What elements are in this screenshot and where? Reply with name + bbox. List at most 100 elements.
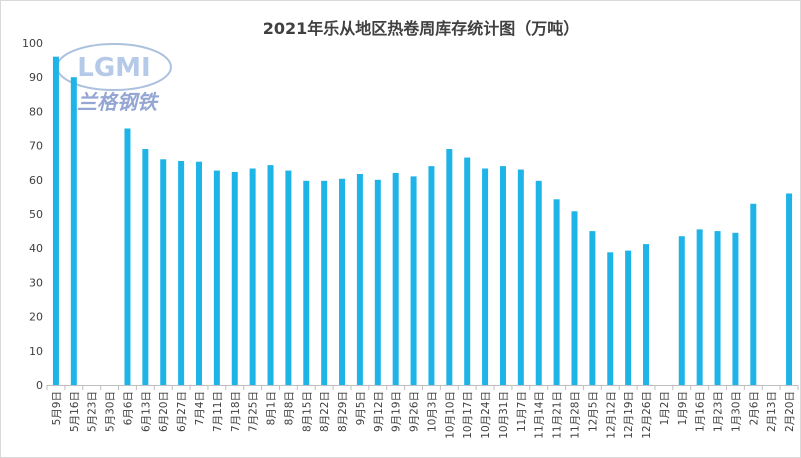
bar	[499, 166, 506, 385]
bar	[643, 244, 650, 385]
bar	[446, 149, 453, 385]
bar	[231, 171, 238, 385]
bar	[571, 211, 578, 385]
x-tick-label: 5月23日	[87, 391, 99, 432]
x-tick-label: 10月24日	[480, 391, 492, 439]
x-tick-label: 1月23日	[713, 391, 725, 432]
bar-series	[52, 56, 793, 386]
x-tick-label: 7月11日	[212, 391, 224, 432]
y-tick-label: 70	[29, 140, 43, 153]
x-tick-label: 10月10日	[444, 391, 456, 439]
x-tick-label: 8月22日	[319, 391, 331, 432]
x-tick-label: 8月1日	[266, 391, 278, 425]
x-tick-label: 5月16日	[69, 391, 81, 432]
y-axis: 0 10 20 30 40 50 60 70 80 90 100	[22, 37, 43, 392]
bar	[464, 157, 471, 385]
y-tick-label: 10	[29, 345, 43, 358]
y-tick-label: 0	[36, 379, 43, 392]
x-tick-label: 6月20日	[158, 391, 170, 432]
x-tick-label: 10月3日	[426, 391, 438, 432]
x-tick-label: 5月9日	[51, 391, 63, 425]
bar	[160, 159, 167, 385]
bar	[142, 149, 149, 385]
bar	[195, 161, 202, 385]
x-tick-label: 7月4日	[194, 391, 206, 425]
x-tick-label: 6月13日	[140, 391, 152, 432]
bar	[714, 231, 721, 385]
x-axis: 5月9日 5月16日 5月23日 5月30日 6月6日 6月13日 6月20日 6月27日 7月…	[46, 385, 799, 439]
x-tick-label: 6月27日	[176, 391, 188, 432]
bar	[482, 168, 489, 385]
y-tick-label: 30	[29, 276, 43, 289]
x-tick-label: 9月5日	[355, 391, 367, 425]
logo-text: LGMI	[77, 53, 150, 83]
x-tick-label: 9月26日	[409, 391, 421, 432]
bar	[696, 229, 703, 385]
x-tick-label: 12月26日	[641, 391, 653, 439]
logo-chinese-text: 兰格钢铁	[77, 90, 160, 114]
bar	[213, 170, 220, 385]
x-tick-label: 2月20日	[784, 391, 796, 432]
x-tick-label: 7月25日	[248, 391, 260, 432]
x-tick-label: 12月12日	[605, 391, 617, 439]
bar	[428, 166, 435, 385]
x-tick-label: 8月15日	[301, 391, 313, 432]
bar	[607, 252, 614, 385]
bar	[517, 169, 524, 385]
x-tick-label: 1月16日	[695, 391, 707, 432]
x-tick-label: 1月9日	[677, 391, 689, 425]
x-tick-label: 11月7日	[516, 391, 528, 432]
bar	[786, 193, 793, 385]
y-tick-label: 20	[29, 311, 43, 324]
x-tick-label: 8月29日	[337, 391, 349, 432]
x-tick-label: 9月12日	[373, 391, 385, 432]
x-tick-label: 11月21日	[552, 391, 564, 439]
lgmi-watermark-logo: LGMI 兰格钢铁	[56, 43, 172, 114]
bar	[374, 179, 381, 385]
y-tick-label: 80	[29, 105, 43, 118]
bar	[678, 236, 685, 385]
y-tick-label: 60	[29, 174, 43, 187]
x-tick-label: 11月28日	[569, 391, 581, 439]
bar	[339, 178, 346, 385]
bar	[356, 173, 363, 385]
bar	[589, 231, 596, 385]
bar	[410, 176, 417, 385]
bar	[750, 203, 757, 385]
x-tick-label: 9月19日	[391, 391, 403, 432]
x-tick-label: 2月13日	[766, 391, 778, 432]
chart-title: 2021年乐从地区热卷周库存统计图（万吨）	[263, 19, 580, 38]
x-tick-label: 6月6日	[122, 391, 134, 425]
x-tick-label: 1月30日	[730, 391, 742, 432]
y-tick-label: 50	[29, 208, 43, 221]
x-tick-label: 10月17日	[462, 391, 474, 439]
bar	[392, 172, 399, 385]
bar	[267, 165, 274, 385]
x-tick-label: 7月18日	[230, 391, 242, 432]
bar	[321, 180, 328, 385]
x-tick-label: 1月2日	[659, 391, 671, 425]
y-tick-label: 40	[29, 242, 43, 255]
bar	[249, 168, 256, 385]
y-tick-label: 100	[22, 37, 43, 50]
x-tick-label: 11月14日	[534, 391, 546, 439]
bar	[124, 128, 131, 385]
bar	[178, 160, 185, 385]
x-tick-label: 8月8日	[283, 391, 295, 425]
x-tick-label: 10月31日	[498, 391, 510, 439]
x-tick-label: 5月30日	[105, 391, 117, 432]
bar	[625, 250, 632, 385]
bar	[553, 199, 560, 385]
bar	[732, 232, 739, 385]
y-tick-label: 90	[29, 71, 43, 84]
bar	[70, 77, 77, 385]
bar	[52, 56, 59, 386]
x-tick-label: 2月6日	[748, 391, 760, 425]
x-tick-label: 12月19日	[623, 391, 635, 439]
bar	[303, 180, 310, 385]
bar	[535, 180, 542, 385]
bar	[285, 170, 292, 385]
x-tick-label: 12月5日	[587, 391, 599, 432]
